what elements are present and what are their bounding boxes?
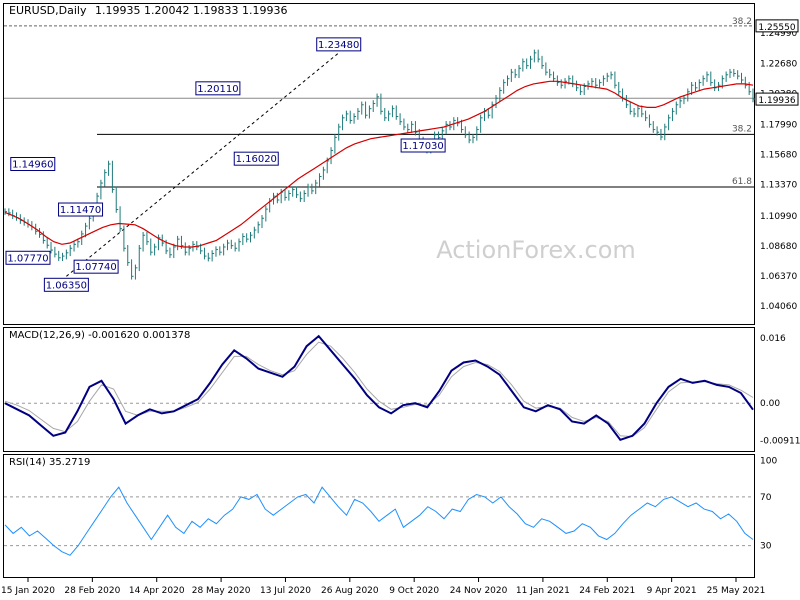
time-tick-label: 24 Nov 2020: [450, 586, 508, 596]
macd-tick-label: 0.016: [760, 334, 786, 344]
macd-tick-label: -0.009116: [760, 436, 800, 446]
time-axis: 15 Jan 2020 28 Feb 2020 14 Apr 2020 28 May …: [1, 578, 765, 596]
current-price-badge: [755, 92, 799, 106]
rsi-tick-label: 30: [760, 542, 772, 552]
fib-382-label: 38.2: [732, 124, 752, 134]
macd-line: [4, 334, 754, 441]
time-tick-label: 26 Aug 2020: [321, 586, 379, 596]
price-annotation-box: [5, 250, 51, 265]
macd-panel: [3, 327, 755, 452]
time-tick-label: 25 May 2021: [707, 586, 766, 596]
time-tick-label: 9 Oct 2020: [389, 586, 439, 596]
price-annotation-box: [43, 277, 89, 292]
time-tick-label: 14 Apr 2020: [129, 586, 185, 596]
price-panel: [3, 3, 755, 325]
price-tick-label: 1.10990: [760, 212, 797, 222]
time-tick-label: 15 Jan 2020: [1, 586, 55, 596]
rsi-tick-label: 70: [760, 493, 772, 503]
macd-layer: 0.016 0.00 -0.009116: [4, 334, 800, 446]
rsi-line: [4, 486, 754, 556]
price-tick-label: 1.22680: [760, 59, 797, 69]
price-annotation-box: [58, 202, 104, 217]
time-tick-label: 28 May 2020: [192, 586, 251, 596]
time-tick-label: 13 Jul 2020: [260, 586, 311, 596]
price-annotation: 1.20110: [197, 84, 238, 95]
price-layer: [4, 49, 755, 280]
time-tick-label: 9 Apr 2021: [647, 586, 697, 596]
annotation-layer: 1.14960 1.11470 1.07770 1.06350 1.07740 1.201…: [5, 37, 446, 292]
moving-average-line: [4, 80, 754, 248]
top-level-badge: [755, 19, 799, 33]
time-tick-label: 28 Feb 2020: [64, 586, 120, 596]
price-annotation-box: [316, 37, 362, 52]
price-annotation: 1.16020: [236, 154, 277, 165]
price-tick-label: 1.13370: [760, 181, 797, 191]
price-annotation: 1.07740: [75, 262, 116, 273]
price-axis: 1.249901.226801.203801.179901.156801.133…: [755, 19, 799, 312]
price-tick-label: 1.06370: [760, 272, 797, 282]
price-annotation-box: [73, 259, 119, 274]
price-annotation: 1.11470: [60, 205, 101, 216]
fib-382-top-label: 38.2: [732, 17, 752, 27]
macd-title: MACD(12,26,9) -0.001620 0.001378: [9, 330, 190, 341]
price-annotation: 1.17030: [402, 141, 443, 152]
price-annotation: 1.23480: [318, 40, 359, 51]
price-tick-label: 1.15680: [760, 151, 797, 161]
rsi-panel: [3, 454, 755, 578]
ohlc-readout: 1.19935 1.20042 1.19833 1.19936: [95, 4, 287, 17]
rsi-title: RSI(14) 35.2719: [9, 457, 90, 468]
watermark: ActionForex.com: [436, 236, 636, 264]
price-tick-label: 1.24990: [760, 29, 797, 39]
trendline: [66, 52, 340, 277]
price-annotation: 1.06350: [46, 280, 87, 291]
rsi-tick-label: 100: [760, 456, 777, 466]
time-tick-label: 11 Jan 2021: [516, 586, 570, 596]
price-tick-label: 1.08680: [760, 242, 797, 252]
price-annotation-box: [10, 157, 56, 171]
symbol-title: EURUSD,Daily: [9, 4, 87, 17]
rsi-layer: 100 70 30: [4, 456, 777, 556]
macd-tick-label: 0.00: [760, 399, 780, 409]
price-annotation: 1.14960: [12, 160, 53, 171]
fib-618-label: 61.8: [732, 177, 752, 187]
price-tick-label: 1.17990: [760, 120, 797, 130]
price-tick-label: 1.04060: [760, 302, 797, 312]
current-price-label: 1.19936: [758, 96, 795, 106]
price-annotation-box: [195, 81, 241, 96]
price-annotation-box: [400, 138, 446, 153]
time-tick-label: 24 Feb 2021: [579, 586, 635, 596]
top-level-label: 1.25550: [758, 23, 795, 33]
price-annotation: 1.07770: [7, 253, 48, 264]
price-annotation-box: [233, 151, 279, 166]
